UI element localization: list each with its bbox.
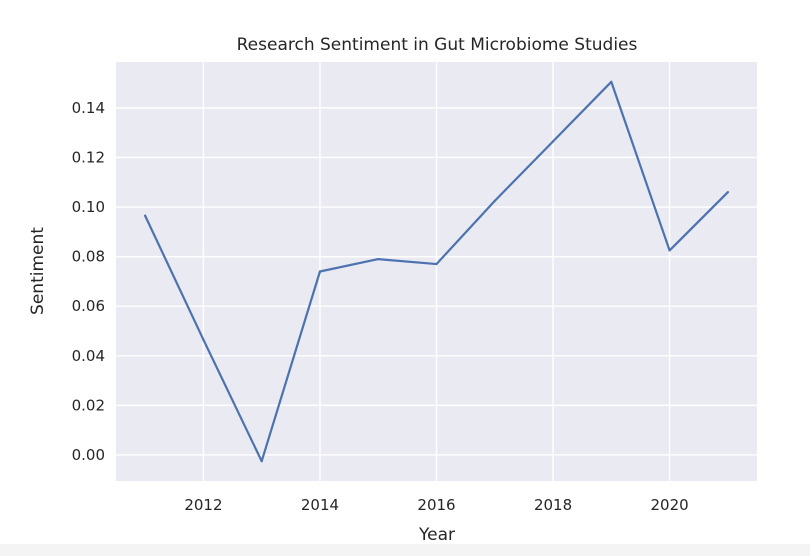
y-tick-label: 0.12 <box>72 148 105 166</box>
y-tick-label: 0.14 <box>72 99 105 117</box>
x-tick-label: 2018 <box>534 496 572 514</box>
y-tick-label: 0.08 <box>72 248 105 266</box>
y-tick-label: 0.00 <box>72 446 105 464</box>
x-tick-label: 2012 <box>184 496 222 514</box>
data-point <box>144 214 147 217</box>
y-tick-label: 0.06 <box>72 297 105 315</box>
data-point <box>668 249 671 252</box>
data-point <box>260 460 263 463</box>
data-point <box>610 80 613 83</box>
x-tick-label: 2020 <box>650 496 688 514</box>
grid-lines <box>116 62 757 481</box>
x-tick-labels: 2012 2014 2016 2018 2020 <box>184 496 688 514</box>
data-point <box>493 199 496 202</box>
x-tick-label: 2014 <box>301 496 339 514</box>
y-tick-labels: 0.00 0.02 0.04 0.06 0.08 0.10 0.12 0.14 <box>72 99 105 464</box>
data-point <box>377 258 380 261</box>
data-point <box>551 140 555 143</box>
series-layer <box>144 80 729 463</box>
data-point <box>435 262 438 266</box>
data-point <box>202 338 205 341</box>
chart-title: Research Sentiment in Gut Microbiome Stu… <box>237 35 638 55</box>
x-axis-label: Year <box>418 525 455 545</box>
y-tick-label: 0.04 <box>72 347 105 365</box>
y-axis-label: Sentiment <box>28 227 48 315</box>
x-tick-label: 2016 <box>417 496 455 514</box>
bottom-strip <box>0 544 810 556</box>
data-point <box>726 191 729 194</box>
data-point <box>318 270 322 273</box>
y-tick-label: 0.02 <box>72 396 105 414</box>
y-tick-label: 0.10 <box>72 198 105 216</box>
